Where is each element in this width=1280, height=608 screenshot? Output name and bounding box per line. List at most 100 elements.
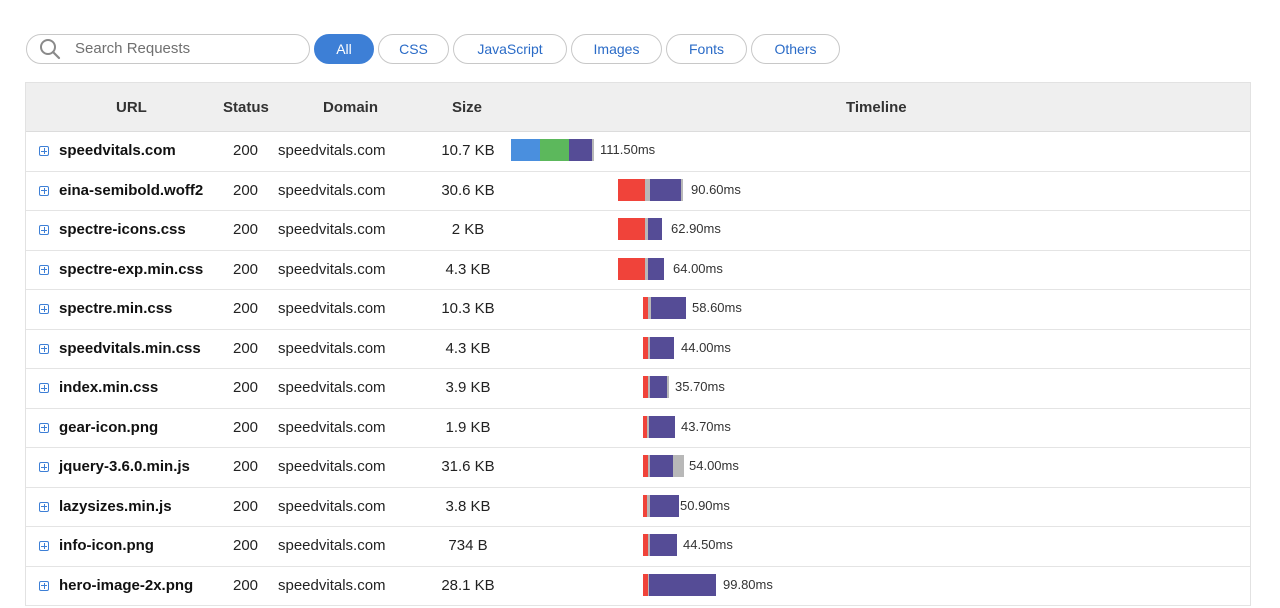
timeline-segment-download [667, 376, 669, 398]
timeline-bar[interactable] [643, 494, 679, 517]
request-duration: 62.90ms [671, 221, 721, 236]
request-status: 200 [233, 300, 259, 317]
filter-others-button[interactable]: Others [751, 33, 840, 64]
filter-all-button[interactable]: All [314, 33, 374, 64]
filter-toolbar: All CSS JavaScript Images Fonts Others [26, 33, 840, 64]
table-row[interactable]: gear-icon.png 200 speedvitals.com 1.9 KB 43.… [26, 409, 1250, 448]
request-status: 200 [233, 339, 259, 357]
expand-icon[interactable] [39, 343, 49, 354]
request-size: 3.9 KB [445, 379, 491, 396]
timeline-bar[interactable] [511, 139, 594, 161]
filter-fonts-button[interactable]: Fonts [666, 33, 747, 64]
timeline-segment-blocked [618, 178, 645, 201]
timeline-segment-download [648, 297, 651, 319]
expand-icon[interactable] [39, 580, 49, 591]
filter-images-button[interactable]: Images [571, 33, 662, 64]
search-box[interactable] [26, 33, 310, 64]
table-row[interactable]: index.min.css 200 speedvitals.com 3.9 KB 35.… [26, 369, 1250, 409]
column-header-timeline[interactable]: Timeline [846, 99, 907, 116]
timeline-segment-dns [511, 139, 540, 161]
request-size: 4.3 KB [445, 260, 491, 278]
timeline-segment-waiting [651, 297, 686, 319]
column-header-url[interactable]: URL [116, 99, 147, 116]
request-domain: speedvitals.com [278, 537, 386, 554]
table-row[interactable]: lazysizes.min.js 200 speedvitals.com 3.8 KB… [26, 488, 1250, 527]
column-header-domain[interactable]: Domain [323, 99, 379, 116]
request-duration: 58.60ms [692, 300, 742, 315]
filter-javascript-button[interactable]: JavaScript [453, 33, 567, 64]
request-duration: 43.70ms [681, 418, 731, 434]
timeline-bar[interactable] [643, 415, 675, 438]
expand-icon[interactable] [39, 225, 49, 235]
timeline-segment-blocked [643, 415, 647, 438]
request-domain: speedvitals.com [278, 418, 386, 436]
request-url: spectre-exp.min.css [59, 260, 204, 278]
timeline-segment-waiting [650, 494, 679, 517]
timeline-bar[interactable] [618, 218, 662, 240]
timeline-bar[interactable] [643, 336, 674, 359]
timeline-segment-download [648, 376, 650, 398]
request-size: 4.3 KB [445, 339, 491, 357]
table-row[interactable]: spectre-icons.css 200 speedvitals.com 2 KB 6… [26, 211, 1250, 251]
request-size: 1.9 KB [445, 418, 491, 436]
timeline-segment-download [647, 494, 650, 517]
timeline-segment-download [645, 218, 648, 240]
request-domain: speedvitals.com [278, 260, 386, 278]
request-size: 2 KB [451, 221, 485, 238]
request-status: 200 [233, 418, 259, 436]
expand-icon[interactable] [39, 146, 49, 156]
filter-css-button[interactable]: CSS [378, 33, 449, 64]
timeline-segment-download [681, 178, 683, 201]
table-row[interactable]: spectre-exp.min.css 200 speedvitals.com 4.3… [26, 251, 1250, 290]
table-row[interactable]: jquery-3.6.0.min.js 200 speedvitals.com 31.… [26, 448, 1250, 488]
request-status: 200 [233, 576, 259, 594]
table-row[interactable]: hero-image-2x.png 200 speedvitals.com 28.1 … [26, 567, 1250, 606]
timeline-segment-waiting [650, 534, 677, 556]
timeline-segment-waiting [569, 139, 592, 161]
expand-icon[interactable] [39, 422, 49, 433]
timeline-segment-blocked [643, 376, 648, 398]
request-duration: 111.50ms [600, 142, 656, 157]
request-size: 734 B [448, 537, 488, 554]
timeline-bar[interactable] [643, 455, 684, 477]
timeline-bar[interactable] [643, 573, 716, 596]
timeline-segment-download [648, 455, 650, 477]
timeline-bar[interactable] [643, 534, 677, 556]
expand-icon[interactable] [39, 501, 49, 512]
column-header-status[interactable]: Status [223, 99, 269, 116]
request-domain: speedvitals.com [278, 221, 386, 238]
table-row[interactable]: info-icon.png 200 speedvitals.com 734 B 44.5… [26, 527, 1250, 567]
table-row[interactable]: speedvitals.min.css 200 speedvitals.com 4.3… [26, 330, 1250, 369]
request-duration: 50.90ms [680, 497, 730, 513]
column-header-size[interactable]: Size [452, 99, 483, 116]
request-domain: speedvitals.com [278, 379, 386, 396]
timeline-segment-waiting [650, 336, 674, 359]
request-url: jquery-3.6.0.min.js [59, 458, 190, 475]
request-url: speedvitals.min.css [59, 339, 201, 357]
expand-icon[interactable] [39, 185, 49, 196]
timeline-bar[interactable] [618, 257, 664, 280]
request-url: info-icon.png [59, 537, 154, 554]
timeline-segment-blocked [643, 455, 648, 477]
expand-icon[interactable] [39, 383, 49, 393]
timeline-segment-connect [540, 139, 569, 161]
table-body: speedvitals.com 200 speedvitals.com 10.7 KB… [26, 132, 1250, 606]
request-domain: speedvitals.com [278, 339, 386, 357]
timeline-bar[interactable] [643, 376, 669, 398]
table-row[interactable]: speedvitals.com 200 speedvitals.com 10.7 KB… [26, 132, 1250, 172]
table-row[interactable]: spectre.min.css 200 speedvitals.com 10.3 KB… [26, 290, 1250, 330]
timeline-bar[interactable] [643, 297, 686, 319]
expand-icon[interactable] [39, 304, 49, 314]
timeline-bar[interactable] [618, 178, 683, 201]
search-input[interactable] [73, 39, 297, 58]
expand-icon[interactable] [39, 541, 49, 551]
request-domain: speedvitals.com [278, 576, 386, 594]
request-duration: 99.80ms [723, 576, 773, 592]
search-icon [39, 38, 61, 60]
request-status: 200 [233, 260, 259, 278]
request-status: 200 [233, 458, 259, 475]
expand-icon[interactable] [39, 264, 49, 275]
table-row[interactable]: eina-semibold.woff2 200 speedvitals.com 30.… [26, 172, 1250, 211]
expand-icon[interactable] [39, 462, 49, 472]
timeline-segment-waiting [648, 218, 662, 240]
